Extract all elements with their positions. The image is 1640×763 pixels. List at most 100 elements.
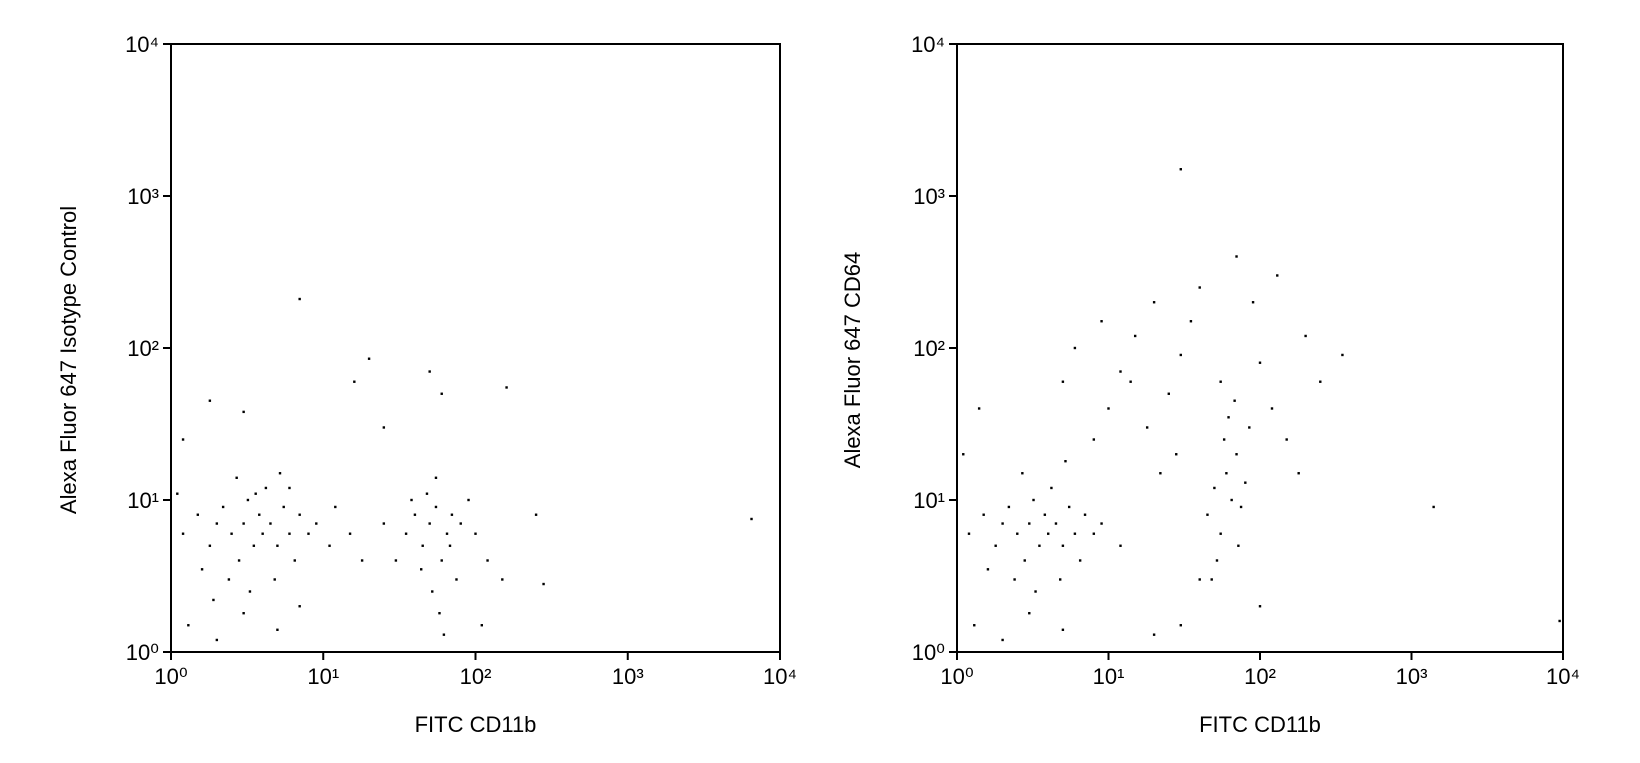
x-tick-label: 10⁰ <box>940 664 973 689</box>
event-dot <box>1198 578 1201 581</box>
event-dot <box>459 522 462 525</box>
y-tick-label: 10² <box>913 336 945 361</box>
event-dot <box>480 624 484 627</box>
event-dot <box>1028 611 1031 615</box>
event-dot <box>1225 472 1228 475</box>
event-dot <box>1215 559 1219 562</box>
event-dot <box>1219 532 1222 535</box>
event-dot <box>1032 498 1035 502</box>
event-dot <box>367 357 371 360</box>
event-dot <box>1248 426 1251 429</box>
event-dot <box>1189 320 1193 323</box>
event-dot <box>486 559 489 562</box>
event-dot <box>1061 544 1065 547</box>
event-dot <box>1432 505 1435 509</box>
event-dot <box>258 513 261 516</box>
event-dot <box>307 532 310 535</box>
event-dot <box>431 590 434 593</box>
event-dot <box>276 544 279 547</box>
event-dot <box>428 522 431 525</box>
event-dot <box>181 438 185 441</box>
event-dot <box>1341 353 1344 357</box>
event-dot <box>215 522 219 525</box>
event-dot <box>208 544 212 547</box>
event-dot <box>1175 453 1178 456</box>
event-dot <box>1235 453 1238 456</box>
event-dot <box>235 476 238 479</box>
x-tick-label: 10¹ <box>1093 664 1125 689</box>
y-tick-label: 10⁰ <box>126 640 159 665</box>
event-dot <box>413 513 417 516</box>
event-dot <box>534 513 538 516</box>
event-dot <box>348 532 352 535</box>
y-tick-label: 10² <box>127 336 159 361</box>
event-dot <box>445 532 449 535</box>
event-dot <box>353 380 356 383</box>
event-dot <box>208 399 212 402</box>
event-dot <box>1319 380 1322 383</box>
y-tick-label: 10³ <box>127 184 159 209</box>
event-dot <box>1198 286 1201 289</box>
event-dot <box>1239 505 1243 509</box>
event-dot <box>1038 544 1041 547</box>
event-dot <box>1013 578 1016 581</box>
event-dot <box>181 532 185 535</box>
event-dot <box>187 624 190 627</box>
event-dot <box>1285 438 1288 441</box>
event-dot <box>1061 628 1065 631</box>
event-dot <box>1227 416 1230 419</box>
event-dot <box>505 386 508 389</box>
plot-frame <box>956 43 1564 653</box>
event-dot <box>298 513 301 516</box>
x-tick-label: 10¹ <box>307 664 339 689</box>
event-dot <box>1100 320 1103 323</box>
event-dot <box>1558 619 1561 623</box>
event-dot <box>438 611 441 615</box>
event-dot <box>1083 513 1087 516</box>
event-dot <box>1021 472 1024 475</box>
event-dot <box>196 513 200 516</box>
event-dot <box>278 472 282 475</box>
event-dot <box>455 578 458 581</box>
event-dot <box>394 559 398 562</box>
x-tick-label: 10⁴ <box>1546 664 1580 689</box>
event-dot <box>450 513 454 516</box>
event-dot <box>1028 522 1031 525</box>
event-dot <box>1107 407 1110 410</box>
event-dot <box>276 628 279 631</box>
event-dot <box>227 578 231 581</box>
event-dot <box>254 492 257 495</box>
event-dot <box>293 559 296 562</box>
event-dot <box>1235 255 1238 258</box>
event-dot <box>1119 544 1122 547</box>
event-dot <box>1258 605 1262 608</box>
event-dot <box>242 611 245 615</box>
event-dot <box>420 568 423 571</box>
event-dot <box>1007 505 1011 509</box>
event-dot <box>428 370 431 373</box>
x-axis-label: FITC CD11b <box>1199 712 1321 737</box>
event-dot <box>542 582 545 586</box>
event-dot <box>1016 532 1019 535</box>
event-dot <box>440 559 443 562</box>
event-dot <box>982 513 985 516</box>
event-dot <box>1210 578 1213 581</box>
event-dot <box>1119 370 1122 373</box>
event-dot <box>298 605 301 608</box>
event-dot <box>1206 513 1209 516</box>
event-dot <box>1129 380 1132 383</box>
event-dot <box>382 522 386 525</box>
event-dot <box>1047 532 1050 535</box>
event-dot <box>1244 481 1247 484</box>
event-dot <box>215 638 219 642</box>
event-dot <box>1213 486 1216 490</box>
event-dot <box>334 505 337 509</box>
event-dot <box>1061 380 1065 383</box>
x-tick-label: 10³ <box>612 664 644 689</box>
event-dot <box>1179 624 1182 627</box>
event-dot <box>1276 274 1279 277</box>
event-dot <box>421 544 424 547</box>
event-dot <box>237 559 241 562</box>
event-dot <box>410 498 413 502</box>
event-dot <box>474 532 477 535</box>
